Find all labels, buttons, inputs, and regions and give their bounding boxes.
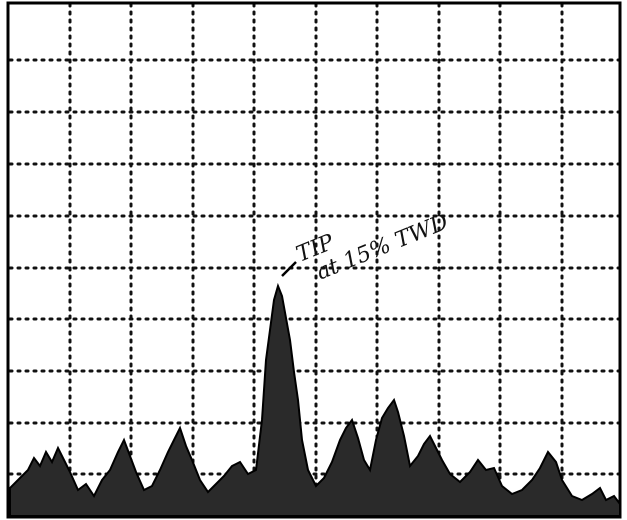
scope-screen: TIP at 15% TWD [0, 0, 627, 520]
page: {"annotation": {"line1": "TIP", "line2":… [0, 0, 627, 520]
